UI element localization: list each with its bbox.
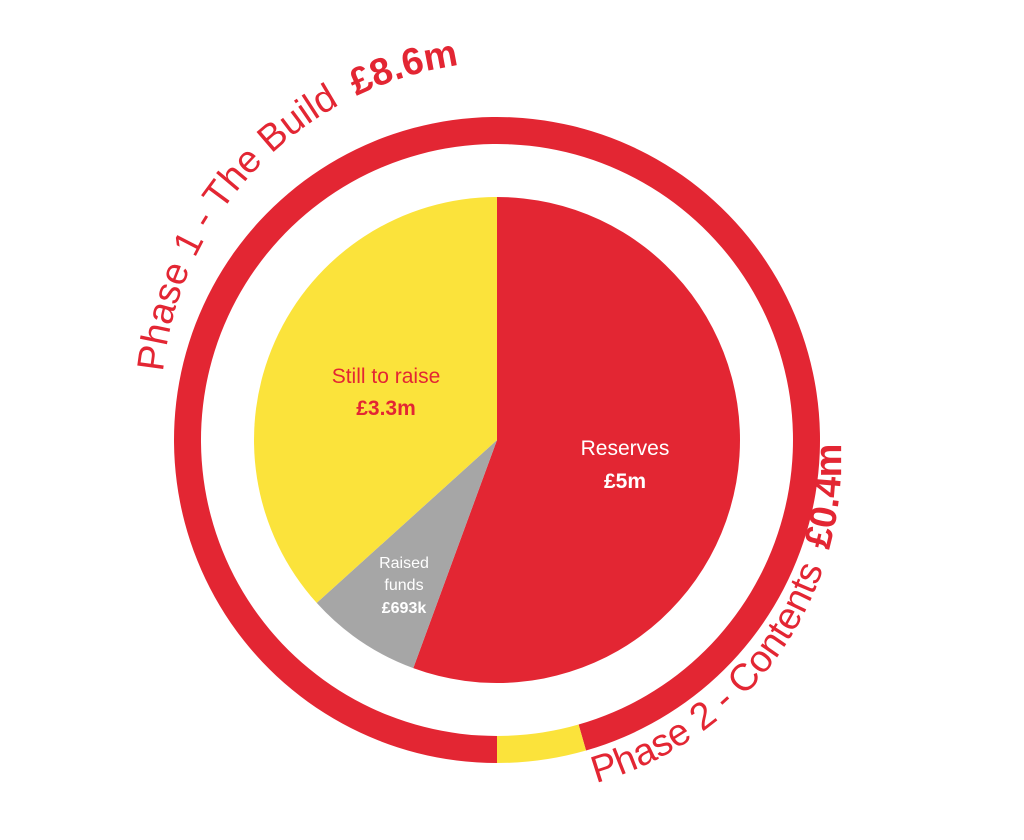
inner-pie xyxy=(254,197,740,683)
label-reserves: Reserves £5m xyxy=(581,437,670,493)
pie-slice-reserves xyxy=(413,197,740,683)
raised-funds-label-line2: funds xyxy=(384,577,423,594)
label-still-to-raise: Still to raise £3.3m xyxy=(332,365,441,420)
still-to-raise-label: Still to raise xyxy=(332,365,441,388)
ring-segment-phase-2-contents xyxy=(497,724,587,763)
pie-slice-still-to-raise xyxy=(254,197,497,603)
raised-funds-label-line1: Raised xyxy=(379,555,429,572)
reserves-label: Reserves xyxy=(581,437,670,460)
phase1-value: £8.6m xyxy=(343,32,461,104)
still-to-raise-value: £3.3m xyxy=(356,397,416,420)
outer-ring xyxy=(174,116,821,763)
raised-funds-value: £693k xyxy=(382,600,427,617)
label-raised-funds: Raised funds £693k xyxy=(379,555,429,617)
pie-slice-raised-funds xyxy=(316,440,497,669)
reserves-value: £5m xyxy=(604,470,646,493)
